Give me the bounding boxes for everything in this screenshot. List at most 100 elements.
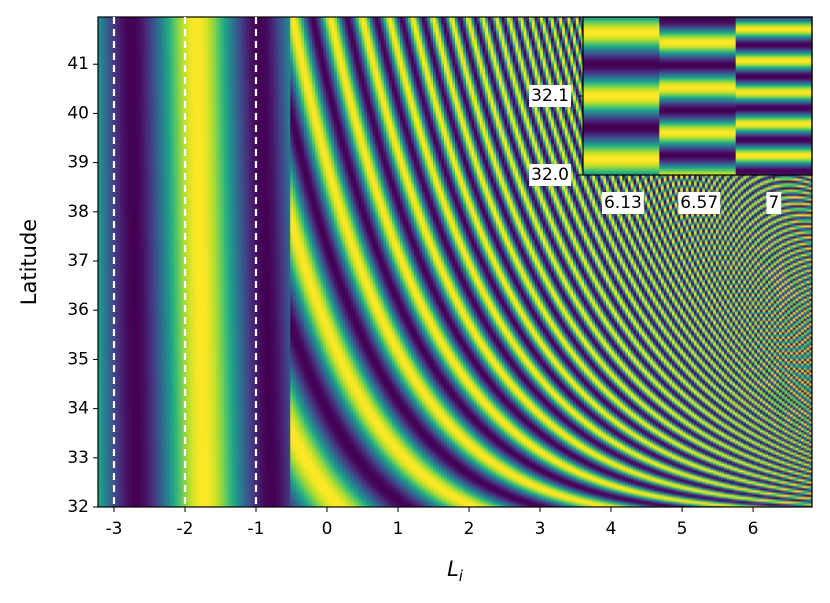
heat-column [803,17,808,507]
inset-x-tick-label-bg [766,192,782,214]
inset-y-tick-label-bg [529,164,571,186]
heat-column [748,17,753,507]
heat-column [152,17,157,507]
heat-column [707,17,711,507]
heat-column [353,17,357,507]
inset-x-tick-label-bg [601,192,644,214]
heat-column [356,17,360,507]
heat-column [809,17,813,507]
heat-column [575,17,580,507]
heat-column [284,17,289,507]
x-tick-label: 0 [322,519,333,539]
heat-column [309,17,313,507]
heat-column [603,17,607,507]
heat-column [556,17,560,507]
heat-column [460,17,464,507]
heat-column [515,17,519,507]
heat-column [584,17,588,507]
x-axis-label-sub: i [459,567,464,585]
plot-frame [97,16,813,508]
heat-column [271,17,275,507]
heat-column [735,17,813,175]
x-tick-label: -2 [177,519,194,539]
heat-column [647,17,651,507]
heat-column [715,17,720,507]
heat-column [578,17,582,507]
heat-column [386,17,390,507]
heat-column [98,17,102,507]
heat-column [260,17,264,507]
heat-column [235,17,239,507]
heat-column [724,17,728,507]
heat-column [452,17,456,507]
heat-column [303,17,308,507]
heat-column [446,17,451,507]
heat-column [361,17,365,507]
heat-column [336,17,341,507]
x-tick-label: 2 [464,519,475,539]
heat-column [680,17,684,507]
heat-column [444,17,448,507]
heat-column [622,17,626,507]
heat-column [262,17,267,507]
heat-column [199,17,203,507]
heat-column [369,17,374,507]
x-tick-label: 6 [748,519,759,539]
heat-column [188,17,192,507]
heat-column [509,17,514,507]
heat-column [166,17,170,507]
heat-column [501,17,506,507]
heat-column [614,17,618,507]
heat-column [586,17,591,507]
heat-column [405,17,409,507]
heat-column [455,17,459,507]
heat-column [306,17,311,507]
heat-column [372,17,376,507]
heat-column [493,17,497,507]
heat-column [781,17,786,507]
y-tick-label: 38 [67,202,89,222]
heat-column [213,17,217,507]
heat-column [141,17,146,507]
heat-column [713,17,717,507]
heat-column [608,17,613,507]
inset-x-tick-label-bg [678,192,721,214]
heat-column [158,17,162,507]
heat-column [103,17,107,507]
heat-column [520,17,525,507]
heat-column [600,17,604,507]
heat-column [474,17,478,507]
heat-column [732,17,736,507]
heat-column [659,17,737,175]
heat-column [674,17,679,507]
heat-column [540,17,544,507]
heat-column [202,17,206,507]
heat-column [740,17,744,507]
heat-column [413,17,418,507]
heat-column [776,17,780,507]
heat-column [100,17,105,507]
heat-column [397,17,401,507]
x-tick-label: 4 [606,519,617,539]
heat-column [512,17,517,507]
heat-column [564,17,569,507]
heat-column [292,17,297,507]
heat-column [663,17,668,507]
heat-column [375,17,379,507]
heat-column [542,17,547,507]
heat-column [320,17,324,507]
y-axis-label: Latitude [17,219,41,305]
heat-column [655,17,659,507]
heat-column [238,17,242,507]
heat-column [523,17,527,507]
heat-column [751,17,755,507]
heat-column [490,17,495,507]
heat-column [438,17,442,507]
heat-column [641,17,646,507]
heat-column [295,17,300,507]
heat-column [243,17,247,507]
heat-column [537,17,541,507]
heat-column [617,17,621,507]
heat-column [759,17,764,507]
heat-column [526,17,530,507]
